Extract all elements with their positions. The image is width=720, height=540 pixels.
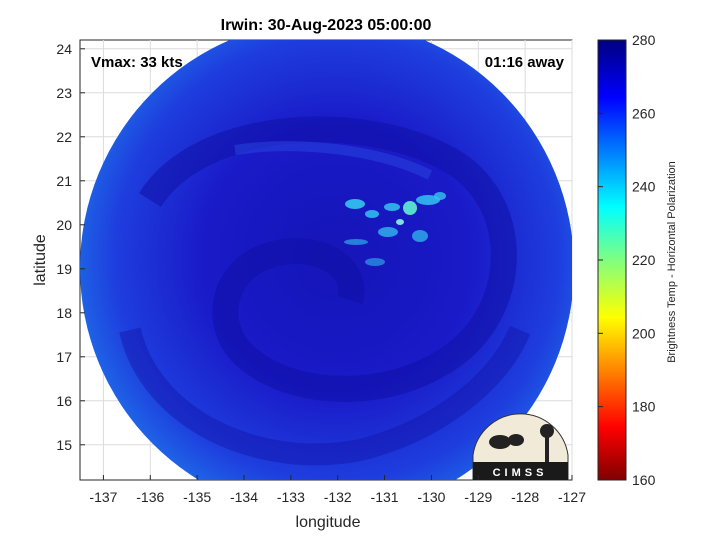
y-tick-label: 20	[56, 217, 72, 233]
dish-icon	[489, 435, 511, 449]
colorbar-tick-label: 160	[632, 472, 656, 488]
colorbar-tick-labels: 160 180 200 220 240 260 280	[598, 32, 656, 488]
colorbar-tick-label: 280	[632, 32, 656, 48]
x-tick-label: -132	[324, 489, 352, 505]
tower-icon	[540, 424, 554, 438]
logo-band	[473, 462, 568, 480]
y-tick-label: 17	[56, 349, 72, 365]
cloud-cell	[416, 195, 440, 205]
x-tick-label: -136	[136, 489, 164, 505]
x-tick-label: -127	[558, 489, 586, 505]
cimss-logo: CIMSS	[472, 413, 569, 481]
dish-icon	[508, 434, 524, 446]
cloud-cell	[378, 227, 398, 237]
cloud-cell	[365, 210, 379, 218]
spiral-band	[119, 325, 531, 466]
y-tick-label: 23	[56, 85, 72, 101]
x-tick-label: -134	[230, 489, 258, 505]
colorbar-tick-label: 240	[632, 179, 656, 195]
cloud-cell	[365, 258, 385, 266]
y-axis-label: latitude	[32, 234, 49, 286]
colorbar-tick-label: 200	[632, 325, 656, 341]
y-tick-label: 24	[56, 41, 72, 57]
y-tick-label: 16	[56, 393, 72, 409]
colorbar-tick-label: 220	[632, 252, 656, 268]
x-tick-label: -129	[464, 489, 492, 505]
cloud-cell	[403, 201, 417, 215]
y-tick-labels: 15 16 17 18 19 20 21 22 23 24	[56, 41, 85, 453]
convective-cluster	[344, 192, 446, 266]
x-tick-label: -135	[183, 489, 211, 505]
x-tick-label: -130	[417, 489, 445, 505]
x-tick-label: -137	[89, 489, 117, 505]
tower-icon	[545, 436, 549, 462]
colorbar-tick-label: 180	[632, 399, 656, 415]
y-tick-label: 21	[56, 173, 72, 189]
plot-title: Irwin: 30-Aug-2023 05:00:00	[221, 17, 432, 34]
x-axis-label: longitude	[296, 514, 361, 531]
colorbar-tick-label: 260	[632, 105, 656, 121]
cloud-cell	[396, 219, 404, 225]
cloud-cell	[412, 230, 428, 242]
x-tick-labels: -137 -136 -135 -134 -133 -132 -131 -130 -129 -128…	[89, 475, 586, 505]
cloud-cell	[384, 203, 400, 211]
cloud-cell	[434, 192, 446, 200]
y-tick-label: 18	[56, 305, 72, 321]
y-tick-label: 15	[56, 437, 72, 453]
x-tick-label: -131	[371, 489, 399, 505]
colorbar-label: Brightness Temp - Horizontal Polarizatio…	[666, 161, 678, 363]
y-tick-label: 19	[56, 261, 72, 277]
spiral-band	[234, 141, 433, 180]
spiral-band	[138, 116, 517, 402]
time-away-label: 01:16 away	[485, 54, 565, 71]
x-tick-label: -128	[511, 489, 539, 505]
cloud-cell	[345, 199, 365, 209]
vmax-label: Vmax: 33 kts	[91, 54, 183, 71]
cloud-cell	[344, 239, 368, 245]
swath-image	[80, 40, 572, 480]
logo-text: CIMSS	[493, 467, 548, 479]
x-tick-label: -133	[277, 489, 305, 505]
y-tick-label: 22	[56, 129, 72, 145]
